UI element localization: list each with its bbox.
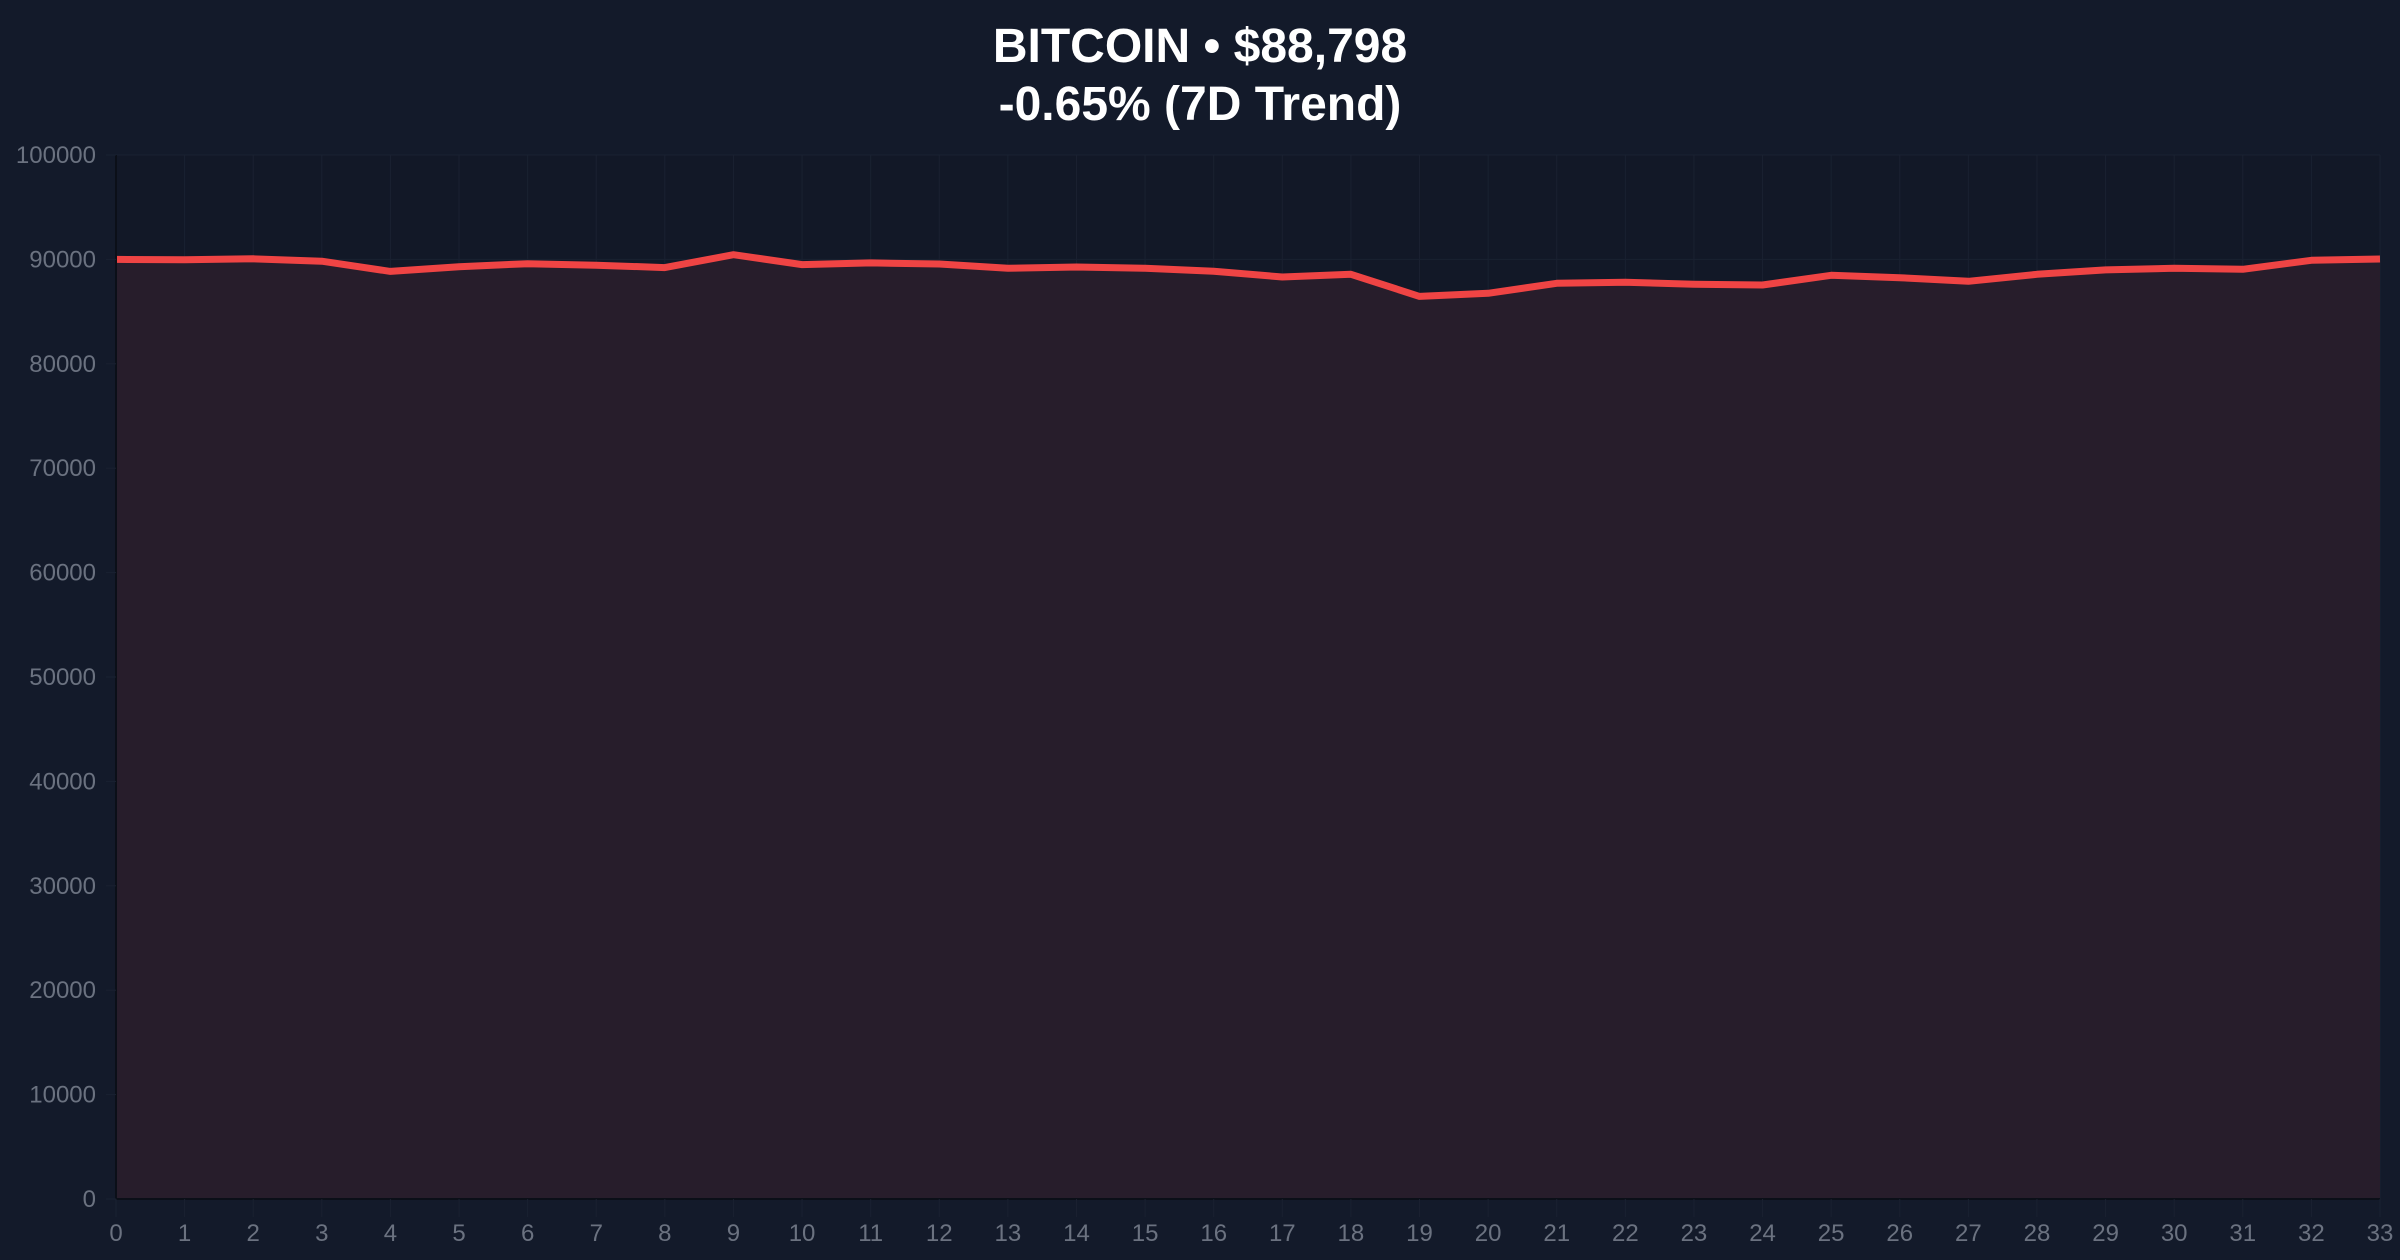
x-tick-label: 31 — [2229, 1220, 2256, 1247]
price-line — [115, 251, 2381, 300]
x-tick-label: 10 — [789, 1220, 816, 1247]
y-tick-label: 100000 — [16, 142, 96, 169]
x-tick-label: 7 — [590, 1220, 603, 1247]
x-tick-label: 4 — [384, 1220, 397, 1247]
x-tick-label: 14 — [1063, 1220, 1090, 1247]
x-tick-label: 32 — [2298, 1220, 2325, 1247]
y-tick-label: 70000 — [29, 455, 96, 482]
x-tick-label: 20 — [1475, 1220, 1502, 1247]
chart-subtitle: -0.65% (7D Trend) — [998, 78, 1402, 131]
x-tick-label: 27 — [1955, 1220, 1982, 1247]
x-tick-label: 25 — [1818, 1220, 1845, 1247]
x-tick-label: 11 — [858, 1220, 883, 1247]
x-tick-label: 24 — [1749, 1220, 1776, 1247]
x-tick-label: 0 — [109, 1220, 122, 1247]
x-tick-label: 15 — [1132, 1220, 1159, 1247]
x-tick-label: 18 — [1338, 1220, 1365, 1247]
y-tick-label: 90000 — [29, 246, 96, 273]
y-tick-label: 80000 — [29, 351, 96, 378]
x-tick-label: 16 — [1200, 1220, 1227, 1247]
y-tick-label: 60000 — [29, 560, 96, 587]
x-tick-label: 13 — [995, 1220, 1022, 1247]
x-tick-label: 30 — [2161, 1220, 2188, 1247]
x-tick-label: 5 — [452, 1220, 465, 1247]
y-tick-label: 20000 — [29, 977, 96, 1004]
x-tick-label: 19 — [1406, 1220, 1433, 1247]
x-tick-label: 9 — [727, 1220, 740, 1247]
chart-title: BITCOIN • $88,798 — [992, 20, 1408, 73]
x-axis-ticks: 0 1 2 3 4 5 6 7 8 9 10 11 12 13 14 15 16 17 18 19 20 21 22 23 24… — [109, 1199, 2393, 1247]
y-tick-label: 40000 — [29, 768, 96, 795]
x-tick-label: 3 — [315, 1220, 328, 1247]
x-tick-label: 26 — [1886, 1220, 1913, 1247]
x-tick-label: 17 — [1269, 1220, 1296, 1247]
x-tick-label: 29 — [2092, 1220, 2119, 1247]
x-tick-label: 6 — [521, 1220, 534, 1247]
y-tick-label: 50000 — [29, 664, 96, 691]
y-tick-label: 0 — [83, 1186, 96, 1213]
area-fill — [116, 254, 2380, 1199]
x-tick-label: 21 — [1543, 1220, 1570, 1247]
y-axis-ticks: 0 10000 20000 30000 40000 50000 60000 70000 8000… — [16, 142, 116, 1213]
x-tick-label: 23 — [1681, 1220, 1708, 1247]
x-tick-label: 22 — [1612, 1220, 1639, 1247]
y-tick-label: 30000 — [29, 873, 96, 900]
x-tick-label: 33 — [2367, 1220, 2394, 1247]
x-tick-label: 2 — [247, 1220, 260, 1247]
x-tick-label: 8 — [658, 1220, 671, 1247]
chart-title-block: BITCOIN • $88,798 -0.65% (7D Trend) — [0, 18, 2400, 134]
y-tick-label: 10000 — [29, 1082, 96, 1109]
x-tick-label: 12 — [926, 1220, 953, 1247]
x-tick-label: 28 — [2024, 1220, 2051, 1247]
x-tick-label: 1 — [178, 1220, 191, 1247]
